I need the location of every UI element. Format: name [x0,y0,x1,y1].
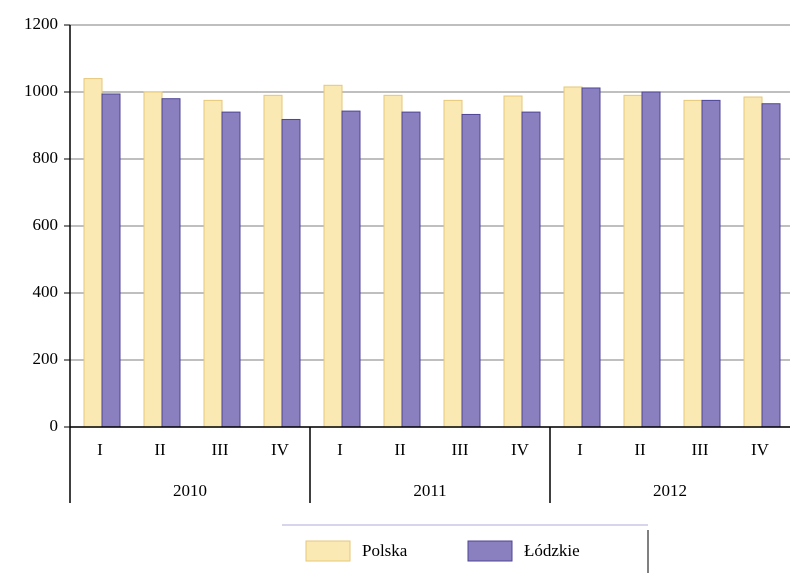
x-tick-label: I [97,440,103,459]
bar [221,111,241,428]
x-tick-label: II [394,440,406,459]
bar [743,96,763,428]
group-label: 2010 [173,481,207,500]
bar [203,99,223,428]
x-tick-label: III [692,440,709,459]
bar [83,78,103,428]
bar [701,99,721,428]
bar [443,99,463,428]
y-tick-label: 0 [50,416,59,435]
bar [761,103,781,428]
y-tick-label: 1000 [24,81,58,100]
legend-swatch [305,540,351,562]
x-tick-label: II [154,440,166,459]
bar [503,95,523,428]
bar [143,91,163,428]
x-tick-label: IV [511,440,530,459]
bar [281,118,301,428]
legend-label: Polska [362,541,408,560]
bar [623,94,643,428]
x-tick-label: I [577,440,583,459]
bar [383,94,403,428]
y-tick-label: 1200 [24,14,58,33]
bar [641,91,661,428]
x-tick-label: III [212,440,229,459]
bar [101,93,121,428]
bar [323,84,343,428]
x-tick-label: IV [271,440,290,459]
x-tick-label: I [337,440,343,459]
y-tick-label: 200 [33,349,59,368]
bar [401,111,421,428]
group-label: 2011 [413,481,446,500]
x-tick-label: III [452,440,469,459]
bar [563,86,583,428]
bar [341,110,361,428]
x-tick-label: II [634,440,646,459]
bar [683,99,703,428]
bar [161,98,181,428]
x-tick-label: IV [751,440,770,459]
legend-label: Łódzkie [524,541,580,560]
y-tick-label: 400 [33,282,59,301]
bar [581,87,601,428]
group-label: 2012 [653,481,687,500]
bar [461,113,481,428]
y-tick-label: 600 [33,215,59,234]
y-tick-label: 800 [33,148,59,167]
legend-swatch [467,540,513,562]
bar [521,111,541,428]
bar [263,94,283,428]
